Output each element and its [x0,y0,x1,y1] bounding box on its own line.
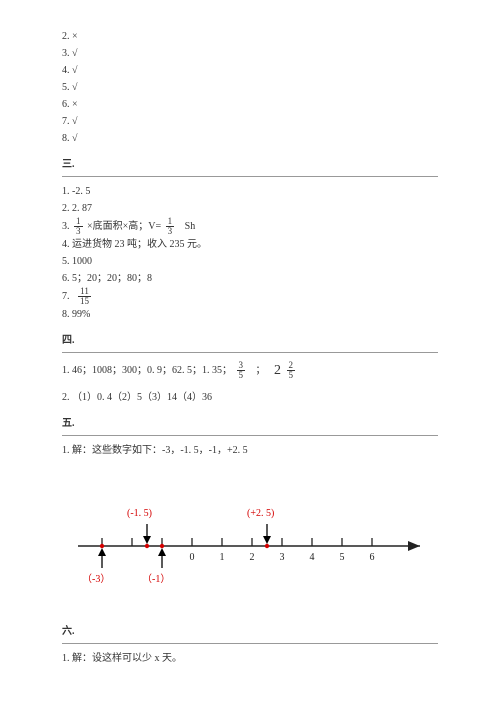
s2-mark: √ [72,133,78,144]
s2-item: 5. √ [62,79,438,96]
fraction-3-5: 3 5 [237,361,246,380]
s3-q3-suffix: Sh [185,221,196,232]
section2-list: 2. × 3. √ 4. √ 5. √ 6. × 7. √ 8. √ [62,28,438,147]
svg-text:0: 0 [190,552,195,563]
svg-text:4: 4 [310,552,315,563]
s2-num: 6. [62,99,70,110]
s3-q8: 8. 99% [62,306,438,323]
s3-q3-mid: ×底面积×高；V= [87,221,161,232]
s3-q7: 7. 11 15 [62,287,438,306]
s3-q4: 4. 运进货物 23 吨；收入 235 元。 [62,236,438,253]
divider [62,352,438,353]
s2-item: 2. × [62,28,438,45]
s2-num: 8. [62,133,70,144]
frac-den: 3 [166,227,175,236]
s5-q1: 1. 解：这些数字如下：-3，-1. 5，-1，+2. 5 [62,442,438,459]
s6-q1: 1. 解：设这样可以少 x 天。 [62,650,438,667]
s2-item: 8. √ [62,130,438,147]
s3-q3: 3. 1 3 ×底面积×高；V= 1 3 Sh [62,217,438,236]
s2-mark: √ [72,65,78,76]
frac-den: 5 [287,371,296,380]
fraction-2-5: 2 5 [287,361,296,380]
numberline-label-below: （-1） [142,570,170,585]
section5-heading: 五. [62,414,438,429]
fraction-1-3b: 1 3 [166,217,175,236]
svg-text:3: 3 [280,552,285,563]
s2-mark: × [72,31,78,42]
s2-num: 7. [62,116,70,127]
numberline-label-above: (-1. 5) [127,508,152,519]
s4-q1-sep: ； [256,365,266,376]
frac-den: 3 [74,227,83,236]
s2-num: 5. [62,82,70,93]
s2-item: 3. √ [62,45,438,62]
mixed-whole: 2 [274,359,281,383]
numberline-label-below: （-3） [82,570,110,585]
svg-text:1: 1 [220,552,225,563]
s4-q1: 1. 46；1008；300；0. 9；62. 5；1. 35； 3 5 ； 2… [62,359,438,383]
divider [62,435,438,436]
numberline-label-above: (+2. 5) [247,508,274,519]
frac-den: 15 [78,297,91,306]
section4-heading: 四. [62,331,438,346]
s3-q7-prefix: 7. [62,291,70,302]
section6-heading: 六. [62,622,438,637]
s2-mark: × [72,99,78,110]
s2-num: 2. [62,31,70,42]
s2-mark: √ [72,116,78,127]
s3-q6: 6. 5；20；20；80；8 [62,270,438,287]
svg-text:5: 5 [340,552,345,563]
frac-den: 5 [237,371,246,380]
s3-q5: 5. 1000 [62,253,438,270]
s4-q1-a: 1. 46；1008；300；0. 9；62. 5；1. 35； [62,365,232,376]
s2-num: 3. [62,48,70,59]
s3-q3-prefix: 3. [62,221,70,232]
fraction-1-3: 1 3 [74,217,83,236]
mixed-2-2-5: 2 2 5 [274,359,297,383]
s2-mark: √ [72,48,78,59]
section3-heading: 三. [62,155,438,170]
divider [62,643,438,644]
fraction-11-15: 11 15 [78,287,91,306]
s2-mark: √ [72,82,78,93]
s2-item: 4. √ [62,62,438,79]
s4-q2: 2. （1）0. 4（2）5（3）14（4）36 [62,389,438,406]
svg-text:2: 2 [250,552,255,563]
s2-item: 7. √ [62,113,438,130]
s3-q2: 2. 2. 87 [62,200,438,217]
s2-num: 4. [62,65,70,76]
s3-q1: 1. -2. 5 [62,183,438,200]
svg-text:6: 6 [370,552,375,563]
s2-item: 6. × [62,96,438,113]
divider [62,176,438,177]
